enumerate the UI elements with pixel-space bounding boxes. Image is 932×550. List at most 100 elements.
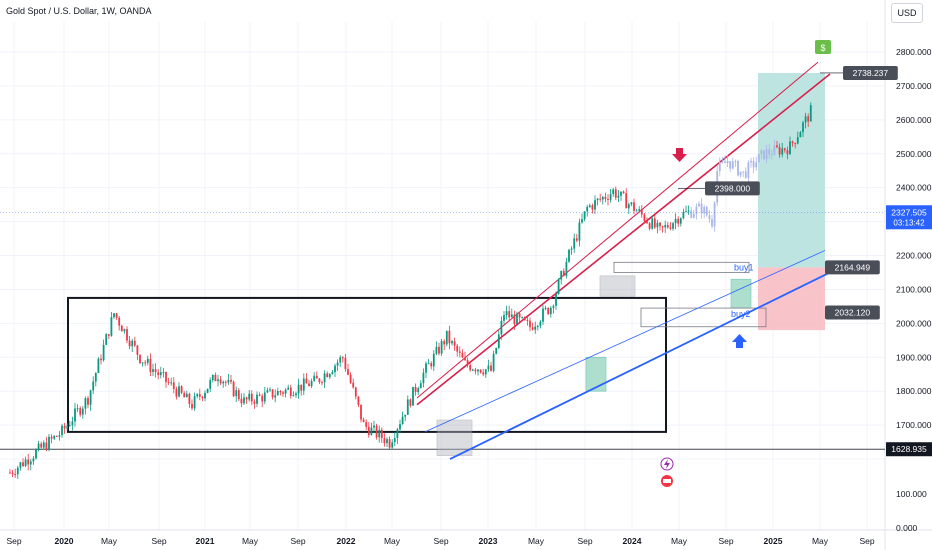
candle-body <box>172 382 175 389</box>
candle-body <box>430 363 433 367</box>
x-tick-label: May <box>528 536 545 546</box>
candle-body <box>635 210 638 212</box>
candle-body <box>14 474 17 476</box>
candle-body <box>139 354 141 363</box>
candle-body <box>656 222 659 228</box>
candle-body <box>721 161 724 163</box>
profit-zone <box>758 72 825 268</box>
candle-body <box>183 392 186 398</box>
candle-body <box>388 439 391 448</box>
candle-body <box>157 372 160 376</box>
candle-body <box>425 363 427 373</box>
buy1-label: buy1 <box>734 262 754 272</box>
candle-body <box>248 393 251 400</box>
candle-body <box>510 314 513 318</box>
x-tick-label: May <box>101 536 118 546</box>
candle-body <box>586 206 589 212</box>
candle-body <box>188 393 191 404</box>
candle-body <box>123 329 126 332</box>
candle-body <box>419 383 422 389</box>
y-tick-label: 1800.000 <box>896 386 932 396</box>
candle-body <box>61 425 63 436</box>
candle-body <box>22 462 24 467</box>
candle-body <box>404 414 407 417</box>
candle-body <box>331 372 334 374</box>
trend-line-blue-thin <box>424 250 826 433</box>
candle-body <box>555 293 557 306</box>
candle-body <box>560 270 563 280</box>
candle-body <box>438 346 440 354</box>
candle-body <box>698 203 700 207</box>
candle-body <box>588 205 591 207</box>
candle-body <box>81 408 84 415</box>
candle-body <box>222 381 225 384</box>
candle-body <box>313 375 316 381</box>
candle-body <box>271 389 274 398</box>
candle-body <box>131 340 134 347</box>
y-tick-label: 2800.000 <box>896 47 932 57</box>
candle-body <box>37 443 40 450</box>
consolidation-box <box>67 296 667 433</box>
candle-body <box>432 353 435 367</box>
candle-body <box>89 390 92 405</box>
candle-body <box>464 357 466 361</box>
candle-body <box>224 381 227 383</box>
candle-body <box>544 307 547 309</box>
candle-body <box>495 348 498 354</box>
candle-body <box>752 160 755 168</box>
candle-body <box>300 384 303 391</box>
candle-body <box>474 369 477 372</box>
candle-body <box>305 378 308 384</box>
candle-body <box>435 346 438 354</box>
candle-body <box>573 238 576 249</box>
currency-button[interactable]: USD <box>891 3 923 23</box>
candle-body <box>310 380 313 387</box>
candle-body <box>352 382 355 388</box>
y-tick-label: 2600.000 <box>896 115 932 125</box>
candle-body <box>175 388 178 397</box>
candle-body <box>136 345 139 355</box>
y-tick-label: 0.000 <box>896 523 918 533</box>
candle-body <box>336 362 339 366</box>
candle-body <box>685 211 687 213</box>
candle-body <box>375 425 378 438</box>
x-tick-label: May <box>384 536 401 546</box>
candle-body <box>570 248 573 250</box>
candle-body <box>562 270 565 276</box>
chart-title: Gold Spot / U.S. Dollar, 1W, OANDA <box>6 6 152 16</box>
candle-body <box>250 393 253 402</box>
candle-body <box>45 442 48 450</box>
candle-body <box>27 459 30 465</box>
candle-body <box>126 329 128 341</box>
y-tick-label: 2500.000 <box>896 149 932 159</box>
candle-body <box>373 425 375 428</box>
candle-body <box>354 387 357 397</box>
loss-zone <box>758 267 825 331</box>
candle-body <box>492 353 495 371</box>
candle-body <box>575 238 578 241</box>
y-tick-label: 2400.000 <box>896 183 932 193</box>
candle-body <box>266 390 269 393</box>
candle-body <box>393 438 396 443</box>
candle-body <box>471 369 474 371</box>
candle-body <box>269 389 271 391</box>
candle-body <box>308 383 310 387</box>
candle-body <box>484 369 487 375</box>
candle-body <box>601 196 604 200</box>
candle-body <box>768 149 771 155</box>
candle-body <box>193 396 196 409</box>
candle-body <box>599 198 602 200</box>
candle-body <box>256 394 258 404</box>
candle-body <box>739 171 742 176</box>
candle-body <box>399 424 401 430</box>
candle-body <box>245 397 248 400</box>
x-tick-label: 2022 <box>337 536 356 546</box>
candle-body <box>357 396 360 405</box>
candle-body <box>165 372 167 382</box>
x-tick-label: 2021 <box>196 536 215 546</box>
candle-body <box>79 408 82 415</box>
candle-body <box>201 396 204 399</box>
candle-body <box>102 344 105 361</box>
candle-body <box>690 210 693 218</box>
